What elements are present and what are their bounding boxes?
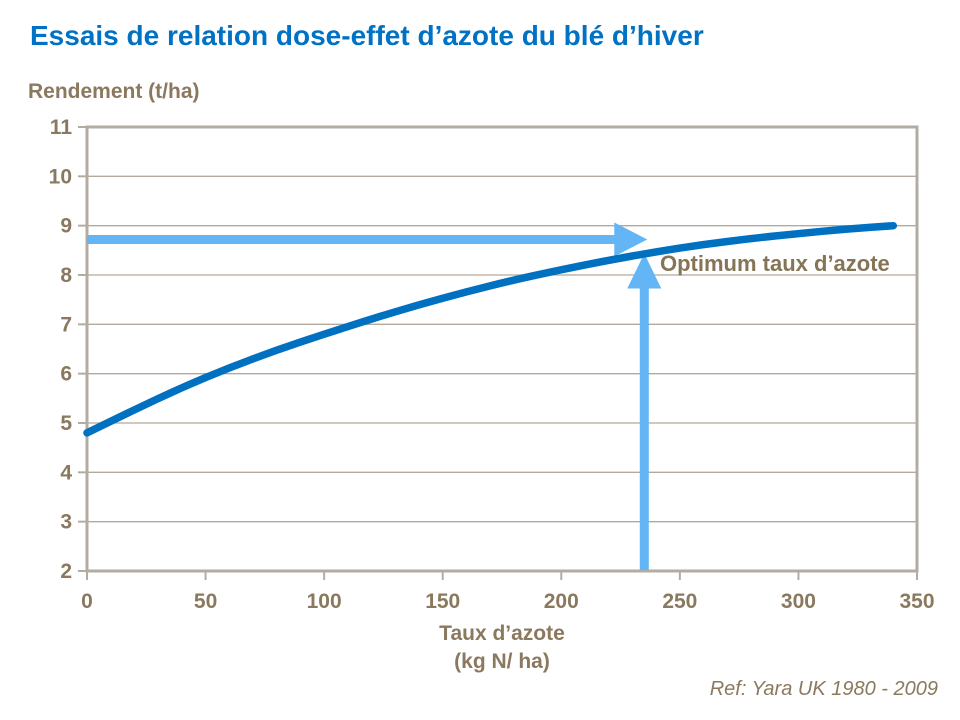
y-tick-label: 2 [60,560,72,583]
x-tick-label: 350 [899,590,934,613]
y-tick-label: 7 [60,313,72,336]
optimum-yield-arrow-head [614,222,648,257]
y-tick-label: 4 [60,461,72,484]
optimum-rate-arrow-head [627,253,662,289]
y-tick-label: 10 [49,165,72,188]
x-axis-title-line2: (kg N/ ha) [454,650,550,673]
x-tick-label: 50 [194,590,217,613]
x-tick-label: 200 [544,590,579,613]
reference-text: Ref: Yara UK 1980 - 2009 [709,678,938,700]
x-axis-title-line1: Taux d’azote [439,622,565,645]
x-tick-label: 250 [662,590,697,613]
y-axis-title: Rendement (t/ha) [28,80,200,103]
y-tick-label: 9 [60,215,72,238]
x-tick-label: 150 [425,590,460,613]
x-tick-label: 0 [81,590,93,613]
y-tick-label: 6 [60,363,72,386]
y-tick-label: 11 [50,116,73,139]
x-tick-label: 100 [307,590,342,613]
yield-response-curve [83,221,898,437]
y-tick-label: 8 [60,264,72,287]
y-tick-label: 3 [60,511,72,534]
x-axis-title: Taux d’azote (kg N/ ha) [302,620,702,676]
x-tick-label: 300 [781,590,816,613]
plot-border [85,125,919,573]
optimum-annotation-label: Optimum taux d’azote [660,251,890,276]
chart-title: Essais de relation dose-effet d’azote du… [30,20,704,51]
y-tick-label: 5 [60,412,72,435]
